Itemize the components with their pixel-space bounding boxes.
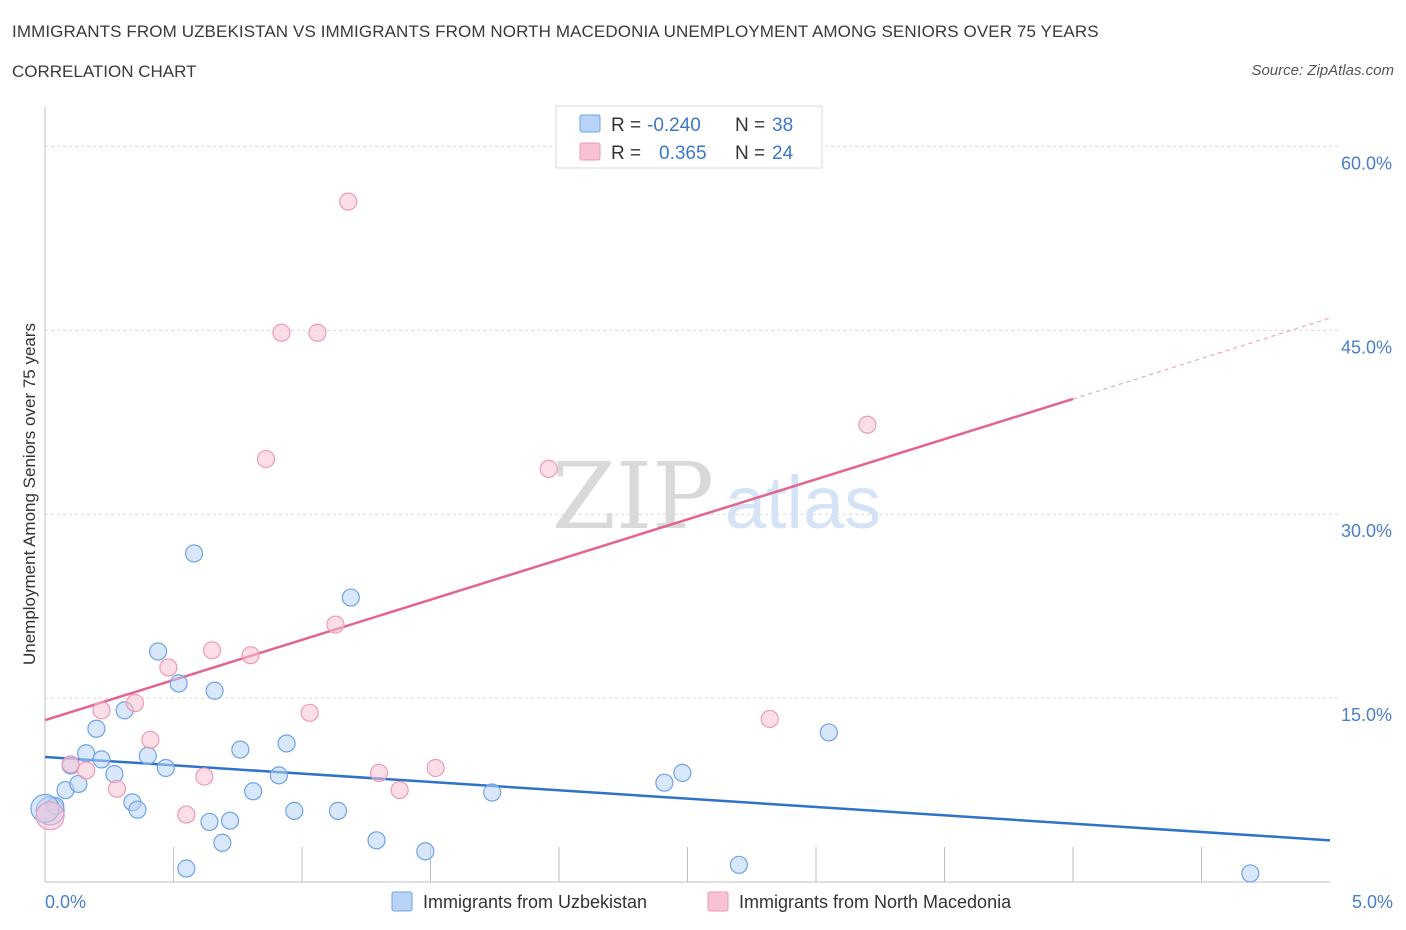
point-uzbekistan-27 (328, 801, 348, 820)
point-north-macedonia-7 (159, 658, 178, 677)
bottom-legend-label-north-macedonia: Immigrants from North Macedonia (739, 892, 1012, 912)
legend-swatch-north-macedonia (579, 142, 601, 161)
chart-subtitle: CORRELATION CHART (12, 62, 197, 81)
point-uzbekistan-33 (673, 763, 692, 782)
point-uzbekistan-7 (92, 750, 111, 769)
point-north-macedonia-17 (339, 192, 358, 211)
watermark-zip: ZIP (552, 443, 714, 550)
point-north-macedonia-5 (125, 693, 145, 713)
point-north-macedonia-21 (539, 459, 558, 478)
point-north-macedonia-9 (195, 767, 214, 786)
point-north-macedonia-10 (202, 641, 222, 660)
point-uzbekistan-28 (341, 588, 360, 607)
point-uzbekistan-14 (156, 758, 175, 778)
point-north-macedonia-0 (35, 801, 65, 831)
point-north-macedonia-16 (326, 615, 345, 634)
watermark-atlas: atlas (725, 461, 881, 544)
bottom-legend-label-uzbekistan: Immigrants from Uzbekistan (423, 892, 647, 912)
point-uzbekistan-25 (277, 734, 296, 753)
point-uzbekistan-17 (184, 544, 204, 563)
point-uzbekistan-31 (483, 783, 502, 802)
point-uzbekistan-18 (200, 812, 219, 832)
point-uzbekistan-23 (244, 782, 263, 801)
point-uzbekistan-26 (285, 801, 304, 820)
bottom-legend-swatch-uzbekistan (391, 891, 413, 912)
y-tick-label-3: 60.0% (1341, 153, 1392, 173)
point-north-macedonia-19 (390, 780, 409, 800)
point-north-macedonia-23 (858, 415, 877, 434)
point-uzbekistan-15 (169, 674, 188, 693)
point-uzbekistan-13 (148, 642, 168, 661)
point-uzbekistan-32 (655, 773, 674, 792)
legend-r-value-north-macedonia: 0.365 (659, 143, 707, 164)
point-uzbekistan-34 (729, 855, 749, 874)
point-north-macedonia-6 (141, 730, 160, 749)
legend-swatch-uzbekistan (579, 114, 601, 133)
x-tick-labels: 0.0% 5.0% (45, 892, 1393, 912)
y-tick-label-2: 45.0% (1341, 337, 1392, 357)
legend-r-label-uzbekistan: R = (611, 115, 641, 136)
point-uzbekistan-30 (416, 842, 435, 861)
point-north-macedonia-8 (177, 805, 196, 824)
point-uzbekistan-22 (231, 740, 250, 759)
trend-lines (44, 317, 1331, 842)
point-north-macedonia-12 (256, 449, 276, 469)
legend-n-label-north-macedonia: N = (735, 143, 765, 164)
point-uzbekistan-6 (87, 719, 106, 738)
y-axis-label: Unemployment Among Seniors over 75 years (20, 323, 39, 665)
point-north-macedonia-14 (300, 703, 319, 722)
data-points (30, 192, 1260, 883)
point-north-macedonia-20 (426, 758, 445, 778)
point-north-macedonia-22 (760, 709, 779, 729)
grid-lines (45, 145, 1340, 699)
chart-title: IMMIGRANTS FROM UZBEKISTAN VS IMMIGRANTS… (12, 22, 1099, 41)
legend-n-value-north-macedonia: 24 (772, 143, 794, 164)
point-uzbekistan-24 (269, 766, 288, 785)
y-tick-label-0: 15.0% (1341, 705, 1392, 725)
trend-line-uzbekistan (44, 755, 1331, 842)
point-uzbekistan-19 (205, 681, 224, 700)
bottom-legend: Immigrants from Uzbekistan Immigrants fr… (391, 891, 1012, 912)
x-tick-label-0: 0.0% (45, 892, 86, 912)
point-north-macedonia-2 (77, 761, 96, 780)
legend-r-value-uzbekistan: -0.240 (647, 115, 701, 136)
legend-r-label-north-macedonia: R = (611, 143, 641, 164)
point-north-macedonia-15 (308, 323, 327, 342)
point-uzbekistan-4 (69, 774, 88, 794)
y-tick-labels: 15.0% 30.0% 45.0% 60.0% (1341, 153, 1392, 725)
legend-n-value-uzbekistan: 38 (772, 115, 793, 136)
point-north-macedonia-13 (272, 323, 291, 342)
trend-line-north-macedonia (44, 397, 1074, 722)
bottom-legend-swatch-north-macedonia (707, 891, 729, 912)
point-uzbekistan-29 (367, 831, 386, 850)
trend-line-extension-north-macedonia (1072, 317, 1331, 400)
point-north-macedonia-11 (241, 646, 260, 665)
source-note: Source: ZipAtlas.com (1251, 62, 1394, 79)
point-north-macedonia-1 (61, 755, 80, 774)
point-uzbekistan-11 (128, 800, 147, 819)
point-uzbekistan-5 (77, 744, 96, 763)
axes (44, 107, 1330, 883)
point-north-macedonia-4 (107, 779, 127, 798)
y-tick-label-1: 30.0% (1341, 521, 1392, 541)
x-tick-label-1: 5.0% (1352, 892, 1393, 912)
legend-n-label-uzbekistan: N = (735, 115, 765, 136)
point-uzbekistan-20 (213, 833, 232, 852)
point-uzbekistan-35 (819, 723, 838, 742)
point-uzbekistan-21 (220, 811, 240, 830)
legend-box: R = -0.240 N = 38 R = 0.365 N = 24 (555, 105, 823, 169)
point-uzbekistan-16 (177, 859, 196, 878)
point-uzbekistan-36 (1241, 864, 1260, 883)
point-uzbekistan-8 (105, 765, 124, 784)
point-north-macedonia-3 (92, 701, 111, 720)
point-uzbekistan-12 (138, 746, 157, 765)
point-north-macedonia-18 (370, 763, 389, 782)
